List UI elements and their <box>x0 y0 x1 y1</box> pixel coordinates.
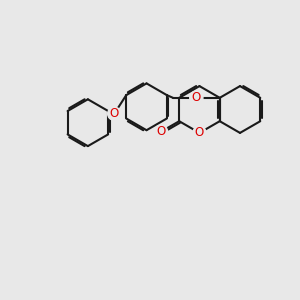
Circle shape <box>108 107 121 120</box>
Text: O: O <box>192 91 201 104</box>
Text: O: O <box>156 125 166 138</box>
Circle shape <box>193 126 206 140</box>
Text: O: O <box>110 107 119 120</box>
Circle shape <box>154 125 168 138</box>
Circle shape <box>190 91 203 104</box>
Text: O: O <box>195 126 204 140</box>
